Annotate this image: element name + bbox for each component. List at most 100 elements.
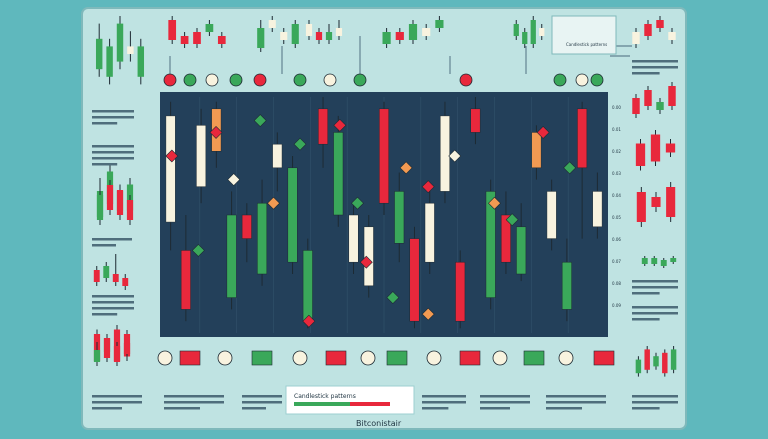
mini-candle: [96, 190, 104, 225]
trend-line-icon: [251, 350, 273, 366]
mini-body: [641, 258, 648, 264]
mini-body: [305, 24, 313, 36]
mini-chart-right-1: [632, 82, 676, 118]
main-body: [379, 108, 389, 204]
text-placeholder-line: [92, 395, 142, 398]
mini-body: [315, 32, 323, 40]
main-body: [577, 108, 588, 169]
mini-body: [650, 134, 661, 162]
main-body: [439, 115, 450, 192]
mini-chart-top-3: [257, 16, 299, 52]
mini-body: [103, 266, 110, 278]
main-candle: [500, 191, 511, 274]
price-tick-label: 0.06: [612, 237, 621, 242]
text-placeholder-line: [92, 301, 134, 304]
price-tick-label: 0.03: [612, 171, 621, 176]
header-note: Candlestick patterns: [551, 15, 617, 55]
main-candle: [561, 238, 572, 322]
mini-candle: [168, 16, 177, 44]
mini-body: [666, 187, 676, 217]
mini-chart-left-2: [96, 180, 134, 225]
text-placeholder-line: [92, 401, 142, 404]
mini-body: [539, 28, 545, 36]
text-placeholder-line: [632, 60, 678, 63]
mini-candle: [656, 98, 664, 114]
triangle-icon: [229, 73, 243, 87]
pattern-marker: [448, 149, 462, 163]
main-body: [302, 250, 313, 322]
mini-body: [193, 32, 201, 44]
mini-body: [522, 32, 528, 44]
main-body: [348, 214, 359, 263]
text-placeholder-line: [480, 395, 530, 398]
header-note-text: Candlestick patterns: [566, 42, 607, 47]
mini-body: [127, 46, 134, 54]
pie-icon: [558, 350, 574, 366]
footer-green-bar: [294, 402, 350, 406]
main-candle: [379, 101, 389, 215]
main-body: [470, 108, 481, 133]
mini-chart-top-1: [95, 16, 145, 85]
mini-body: [280, 32, 288, 40]
mini-body: [635, 359, 642, 374]
mini-candle: [280, 28, 288, 44]
main-candle: [241, 203, 252, 263]
main-candle: [333, 115, 344, 227]
bitcoin-coin-icon: [292, 350, 308, 366]
pattern-marker: [191, 243, 205, 257]
mini-body: [291, 24, 299, 44]
bitcoin-icon: [553, 73, 567, 87]
mini-body: [668, 32, 676, 40]
ethereum-icon: [459, 73, 473, 87]
text-placeholder-line: [92, 110, 134, 113]
mini-body: [665, 143, 676, 153]
mini-candle: [113, 342, 121, 366]
mini-candle: [435, 16, 444, 32]
text-placeholder-line: [632, 306, 678, 309]
mini-candle: [644, 346, 650, 374]
text-placeholder-line: [632, 292, 660, 295]
price-scale: 0.00 0.01 0.02 0.03 0.04 0.05 0.06 0.07 0.08 0.09: [612, 105, 621, 308]
mini-body: [112, 274, 119, 282]
bitcoin-coin-icon: [523, 350, 545, 366]
text-placeholder-line: [632, 72, 660, 75]
pie-icon: [217, 350, 233, 366]
mini-candle: [539, 24, 545, 40]
mini-candle: [382, 28, 391, 48]
mini-candle: [665, 139, 676, 157]
mini-body: [651, 258, 658, 264]
mini-candle: [127, 31, 134, 62]
text-placeholder-line: [632, 312, 678, 315]
mini-candle: [103, 334, 111, 362]
price-tick-label: 0.07: [612, 259, 621, 264]
main-body: [165, 115, 176, 223]
main-body: [561, 261, 572, 310]
mini-chart-left-3: [93, 254, 129, 290]
mini-body: [632, 32, 640, 44]
mini-body: [668, 86, 676, 106]
mini-body: [180, 36, 189, 44]
main-candle: [180, 215, 191, 322]
mini-candle: [670, 346, 677, 374]
main-candlestick-chart: [160, 92, 608, 337]
mini-candle: [335, 20, 343, 40]
pattern-marker: [165, 149, 179, 163]
mini-chart-right-3: [636, 182, 676, 227]
mini-body: [660, 260, 667, 266]
mini-candle: [632, 28, 640, 48]
main-candle: [531, 125, 542, 180]
pattern-marker: [253, 114, 267, 128]
mini-candle: [635, 356, 642, 377]
mini-body: [435, 20, 444, 28]
triangle-icon: [575, 73, 589, 87]
main-candle: [318, 97, 329, 168]
mini-body: [632, 98, 640, 114]
mini-candle: [636, 187, 646, 227]
mini-candle: [650, 130, 661, 166]
main-body: [531, 132, 542, 169]
pattern-marker: [421, 307, 435, 321]
mini-body: [126, 200, 134, 220]
mini-candle: [112, 254, 119, 286]
bitcoin-icon: [353, 73, 367, 87]
mini-candle: [122, 274, 129, 290]
